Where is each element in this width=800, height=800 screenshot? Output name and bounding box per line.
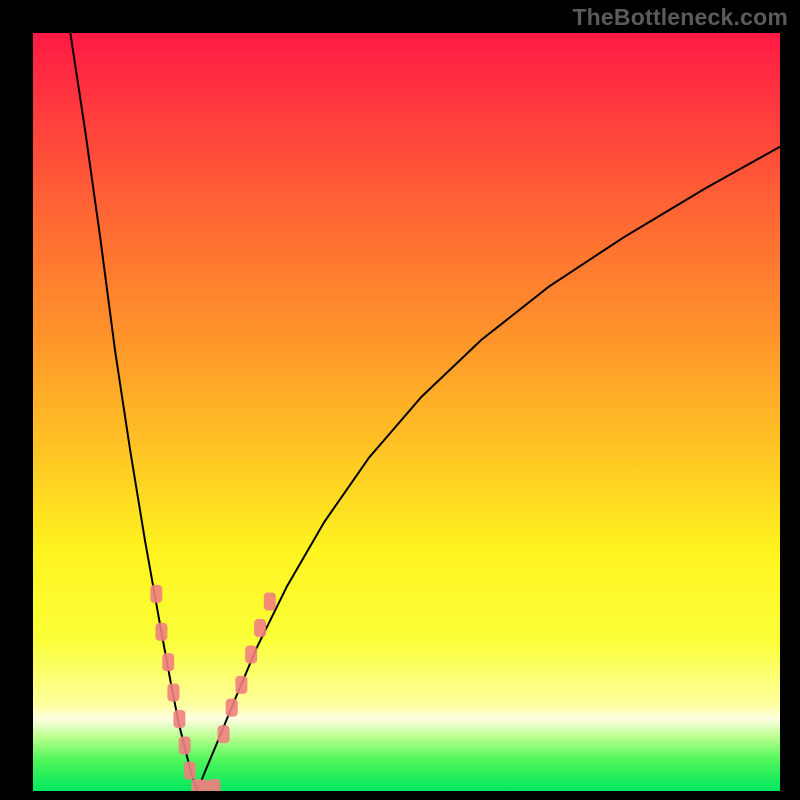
data-marker: [167, 683, 179, 701]
data-marker: [245, 646, 257, 664]
data-marker: [254, 619, 266, 637]
chart-background: [33, 33, 780, 791]
data-marker: [217, 725, 229, 743]
data-marker: [173, 710, 185, 728]
data-marker: [264, 593, 276, 611]
bottleneck-curve-chart: [33, 33, 780, 791]
data-marker: [226, 699, 238, 717]
plot-area: [33, 33, 780, 791]
data-marker: [184, 762, 196, 780]
data-marker: [155, 623, 167, 641]
data-marker: [150, 585, 162, 603]
data-marker: [162, 653, 174, 671]
data-marker: [209, 779, 221, 791]
data-marker: [235, 676, 247, 694]
data-marker: [179, 737, 191, 755]
chart-frame: TheBottleneck.com: [0, 0, 800, 800]
watermark-text: TheBottleneck.com: [572, 4, 788, 31]
